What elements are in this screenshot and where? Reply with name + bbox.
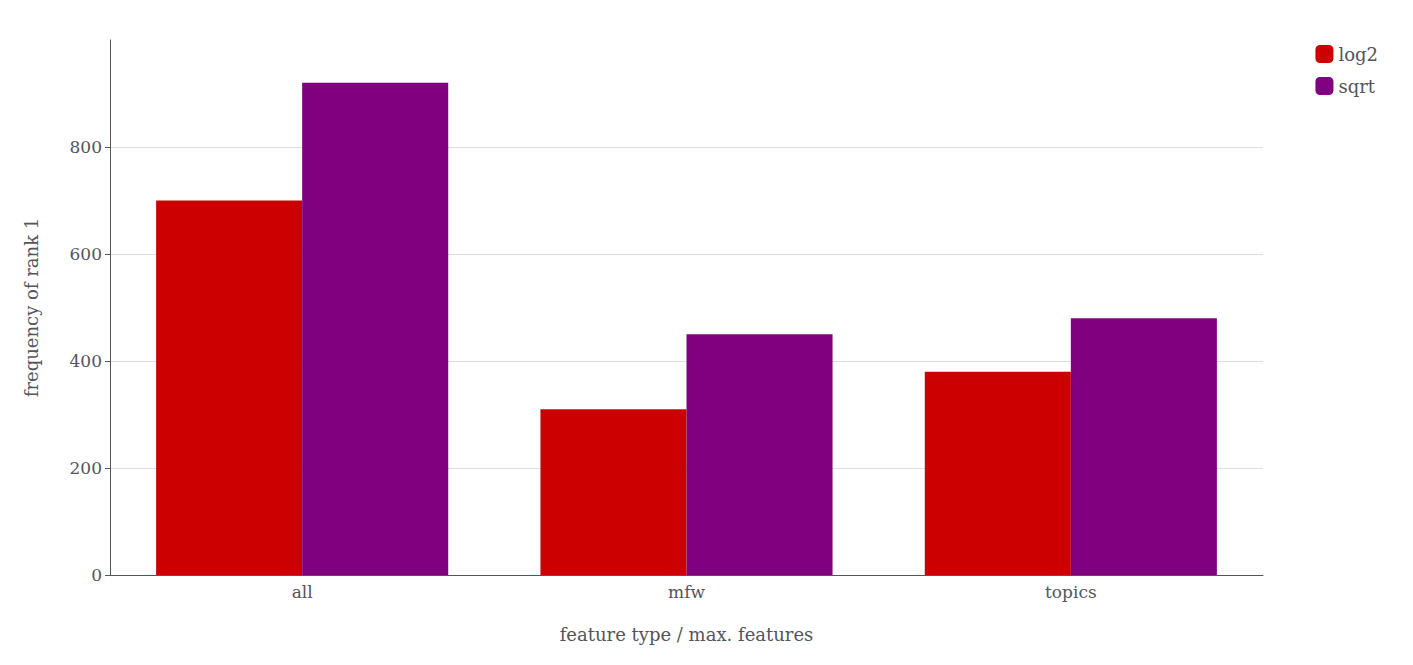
svg-text:400: 400 (70, 351, 102, 371)
svg-text:mfw: mfw (668, 582, 705, 602)
svg-text:frequency of rank 1: frequency of rank 1 (21, 218, 42, 397)
svg-text:topics: topics (1045, 582, 1097, 602)
svg-text:0: 0 (91, 565, 102, 585)
svg-text:800: 800 (70, 137, 102, 157)
svg-text:600: 600 (70, 244, 102, 264)
svg-text:sqrt: sqrt (1338, 76, 1375, 97)
svg-text:all: all (292, 582, 313, 602)
svg-text:feature type / max. features: feature type / max. features (560, 624, 814, 645)
svg-text:log2: log2 (1338, 44, 1378, 65)
svg-text:200: 200 (70, 458, 102, 478)
